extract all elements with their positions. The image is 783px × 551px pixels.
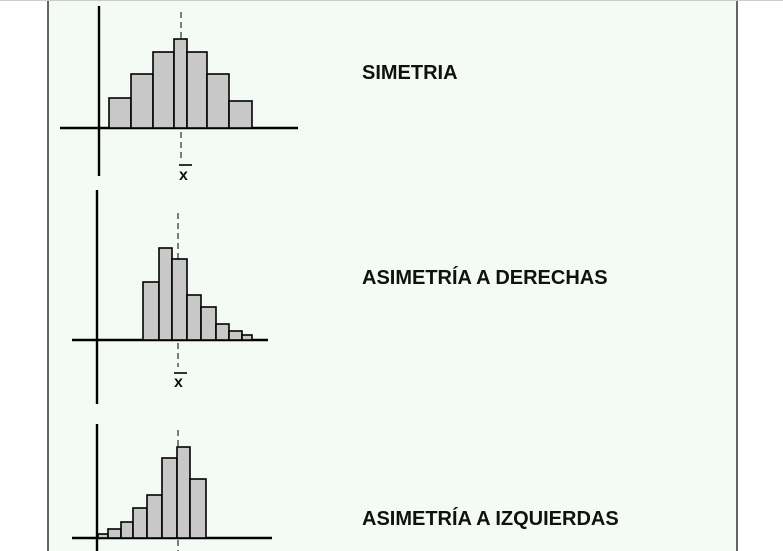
histogram-bar: [206, 73, 230, 129]
histogram-bar: [171, 258, 188, 341]
histogram-bar: [241, 334, 253, 341]
histogram-bar: [146, 494, 163, 539]
histogram-bar: [152, 51, 175, 129]
histogram-right-skew: x ASIMETRÍA A DERECHAS: [72, 190, 608, 404]
histogram-bar: [228, 100, 253, 129]
histogram-bars: [142, 247, 253, 341]
histogram-bar: [189, 478, 207, 539]
histogram-bar: [173, 38, 188, 129]
histogram-bar: [97, 533, 109, 539]
histogram-symmetric: x SIMETRIA: [60, 6, 458, 184]
histogram-bar: [176, 446, 191, 539]
panel-title: ASIMETRÍA A IZQUIERDAS: [362, 507, 619, 530]
mean-label: x: [179, 167, 188, 184]
histogram-bars: [108, 38, 253, 129]
histogram-bar: [186, 51, 208, 129]
histogram-bar: [130, 73, 154, 129]
histogram-bar: [186, 294, 202, 341]
histogram-bar: [158, 247, 173, 341]
histogram-bar: [132, 507, 148, 539]
histogram-bar: [228, 330, 243, 341]
histogram-bar: [142, 281, 160, 341]
histogram-bar: [108, 97, 132, 129]
histogram-bar: [161, 457, 178, 539]
histogram-bar: [200, 306, 217, 341]
histogram-bars: [97, 446, 207, 539]
histogram-left-skew: ASIMETRÍA A IZQUIERDAS: [72, 424, 619, 551]
histogram-bar: [107, 528, 122, 539]
mean-label: x: [174, 374, 183, 391]
panel-title: SIMETRIA: [362, 62, 458, 84]
histogram-bar: [120, 521, 134, 539]
panel-title: ASIMETRÍA A DERECHAS: [362, 266, 608, 289]
histogram-bar: [215, 323, 230, 341]
